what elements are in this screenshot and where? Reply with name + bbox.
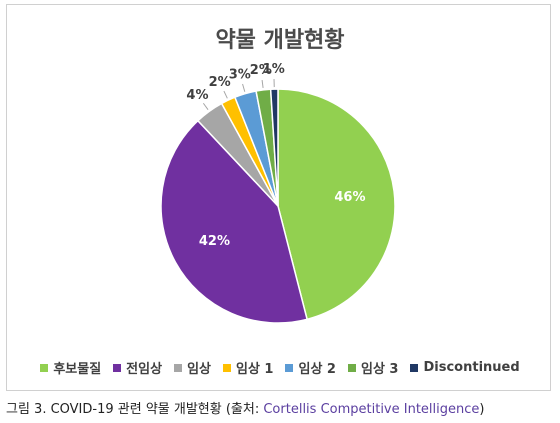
legend-item-2: 임상 [174, 358, 211, 377]
figure-caption: 그림 3. COVID-19 관련 약물 개발현황 (출처: Cortellis… [6, 398, 484, 417]
caption-suffix: ) [479, 402, 485, 417]
chart-title: 약물 개발현황 [215, 28, 345, 53]
pie-slice-6 [269, 88, 279, 207]
legend-item-4: 임상 2 [285, 358, 336, 377]
pie-label-0: 46% [334, 190, 365, 205]
legend: 후보물질 전임상 임상 임상 1 임상 2 임상 3 Discontinued [0, 358, 560, 377]
pie-label-6: 1% [263, 62, 285, 77]
pie-label-1: 42% [199, 234, 230, 249]
legend-label: 임상 1 [235, 362, 274, 377]
pie-label-2: 4% [186, 88, 208, 103]
pie-slice-0 [277, 88, 396, 321]
pie-leader-2 [202, 102, 209, 111]
legend-label: 후보물질 [53, 362, 102, 377]
legend-swatch [113, 363, 122, 372]
pie-slice-1 [160, 119, 309, 324]
pie-leader-3 [223, 90, 228, 99]
caption-source: Cortellis Competitive Intelligence [263, 402, 480, 417]
legend-item-0: 후보물질 [40, 358, 101, 377]
legend-label: 임상 2 [298, 362, 336, 377]
caption-prefix: 그림 3. COVID-19 관련 약물 개발현황 (출처: [6, 402, 264, 417]
legend-swatch [40, 363, 49, 372]
legend-label: 임상 3 [360, 362, 399, 377]
pie-label-4: 3% [229, 67, 251, 82]
pie-leader-5 [261, 79, 264, 89]
pie-leader-4 [242, 83, 246, 92]
legend-item-5: 임상 3 [347, 358, 399, 377]
pie-label-5: 2% [250, 63, 272, 78]
legend-item-1: 전임상 [113, 358, 162, 377]
legend-label: Discontinued [423, 360, 520, 375]
legend-item-6: Discontinued [410, 358, 520, 377]
legend-label: 임상 [187, 362, 211, 377]
legend-swatch [285, 363, 294, 372]
legend-item-3: 임상 1 [222, 358, 274, 377]
legend-swatch [410, 363, 419, 372]
legend-swatch [222, 363, 231, 372]
pie-label-3: 2% [209, 75, 231, 90]
legend-label: 전임상 [126, 362, 163, 377]
legend-swatch [347, 363, 356, 372]
legend-swatch [174, 363, 183, 372]
